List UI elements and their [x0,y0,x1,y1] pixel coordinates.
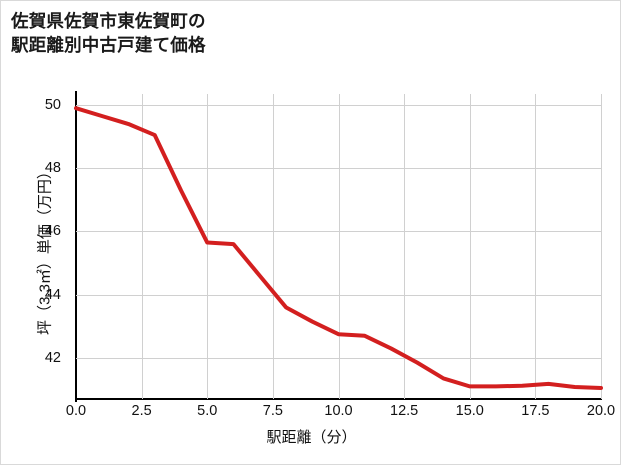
x-axis-spine [75,398,602,400]
x-tick-label: 0.0 [65,403,87,419]
gridline-vertical [272,94,274,399]
x-tick-label: 12.5 [390,403,419,419]
line-series-path [74,106,603,390]
x-tick-label: 5.0 [197,403,218,419]
line-series-svg [74,106,603,390]
x-tick-label: 20.0 [586,403,616,419]
x-tick-label: 10.0 [324,403,353,419]
gridline-vertical [404,94,406,399]
y-tick-label: 44 [44,286,61,303]
gridline-vertical [338,94,340,399]
y-tick-label: 50 [44,97,61,114]
x-axis-title: 駅距離（分） [266,429,357,446]
page-title: 佐賀県佐賀市東佐賀町の 駅距離別中古戸建て価格 [11,11,206,56]
gridline-vertical [207,94,209,399]
y-tick-label: 48 [44,160,61,177]
y-tick-label: 42 [44,349,61,366]
gridline-vertical [469,94,471,399]
gridline-vertical [535,94,537,399]
y-tick-labels: 42 44 46 48 50 [1,94,69,399]
y-axis-title: 坪（3.3㎡）単価（万円） [36,164,54,335]
x-tick-label: 2.5 [131,403,152,419]
gridline-vertical [601,94,602,399]
x-tick-label: 7.5 [262,403,283,419]
x-tick-labels: 0.0 2.5 5.0 7.5 10.0 12.5 15.0 17.5 20.0 [66,403,615,427]
gridline-vertical [141,94,143,399]
plot-area [74,94,603,399]
x-tick-label: 15.0 [455,403,484,419]
y-tick-label: 46 [44,223,61,240]
y-axis-spine [75,91,77,402]
x-tick-label: 17.5 [521,403,550,419]
